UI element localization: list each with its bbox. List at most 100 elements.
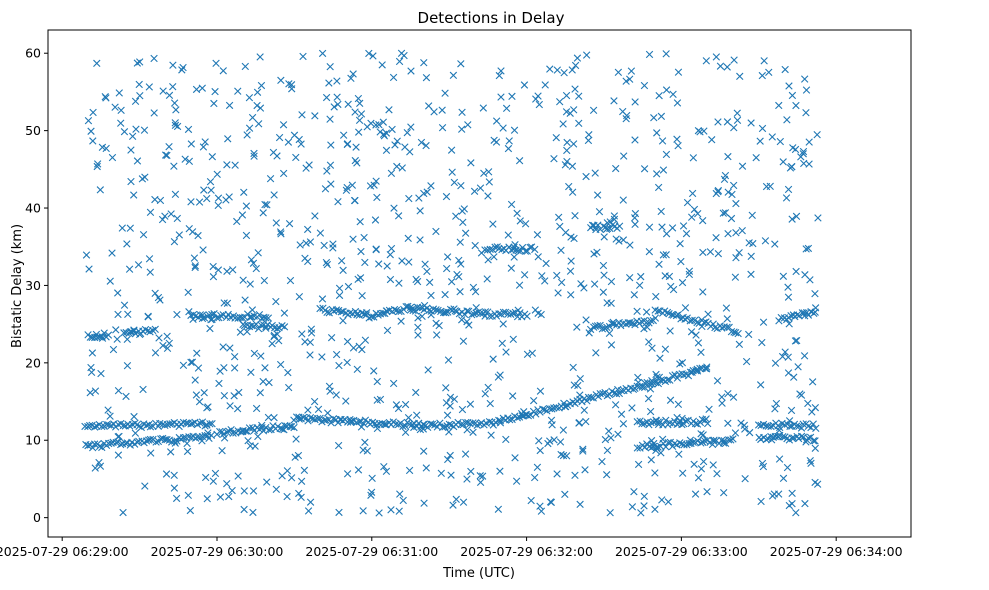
track-detection-marker <box>367 313 376 321</box>
track-detection-marker <box>642 319 651 327</box>
clutter-detection-marker <box>714 186 723 195</box>
clutter-detection-marker <box>383 262 391 270</box>
clutter-detection-marker <box>794 363 802 371</box>
clutter-detection-marker <box>635 281 644 290</box>
clutter-detection-marker <box>733 109 741 117</box>
clutter-detection-marker <box>244 436 252 445</box>
clutter-detection-marker <box>502 348 510 356</box>
clutter-detection-marker <box>389 379 398 388</box>
clutter-detection-marker <box>486 399 494 408</box>
clutter-detection-marker <box>589 106 598 114</box>
clutter-detection-marker <box>250 149 258 158</box>
clutter-detection-marker <box>788 91 797 100</box>
clutter-detection-marker <box>108 153 117 162</box>
clutter-detection-marker <box>619 196 627 204</box>
track-detection-marker <box>227 425 235 434</box>
clutter-detection-marker <box>406 148 414 156</box>
clutter-detection-marker <box>580 406 589 414</box>
clutter-detection-marker <box>162 470 171 478</box>
clutter-detection-marker <box>383 326 392 335</box>
clutter-detection-marker <box>653 373 661 381</box>
clutter-detection-marker <box>712 53 721 61</box>
clutter-detection-marker <box>283 492 291 501</box>
clutter-detection-marker <box>97 369 105 378</box>
clutter-detection-marker <box>761 237 770 245</box>
clutter-detection-marker <box>655 260 663 268</box>
clutter-detection-marker <box>570 234 578 243</box>
clutter-detection-marker <box>476 478 485 487</box>
clutter-detection-marker <box>518 412 526 420</box>
clutter-detection-marker <box>607 277 616 286</box>
clutter-detection-marker <box>354 94 363 103</box>
clutter-detection-marker <box>484 192 492 200</box>
clutter-detection-marker <box>730 56 738 64</box>
clutter-detection-marker <box>241 296 249 304</box>
clutter-detection-marker <box>442 264 451 273</box>
clutter-detection-marker <box>190 254 199 262</box>
track-detection-marker <box>495 310 503 318</box>
clutter-detection-marker <box>242 202 251 210</box>
clutter-detection-marker <box>480 169 488 178</box>
clutter-detection-marker <box>546 65 554 73</box>
clutter-detection-marker <box>652 446 660 455</box>
track-detection-marker <box>380 420 389 428</box>
clutter-detection-marker <box>718 393 726 401</box>
track-detection-marker <box>496 419 505 427</box>
clutter-detection-marker <box>368 474 376 483</box>
track-detection-marker <box>548 405 556 413</box>
track-detection-marker <box>91 423 99 431</box>
track-detection-marker <box>527 243 536 251</box>
clutter-detection-marker <box>485 178 493 186</box>
clutter-detection-marker <box>478 472 487 480</box>
clutter-detection-marker <box>527 496 535 505</box>
clutter-detection-marker <box>550 155 558 163</box>
track-detection-marker <box>599 389 607 398</box>
clutter-detection-marker <box>514 306 522 314</box>
track-detection-marker <box>509 245 518 254</box>
clutter-detection-marker <box>447 278 456 286</box>
clutter-detection-marker <box>507 200 516 209</box>
clutter-detection-marker <box>563 138 571 147</box>
clutter-detection-marker <box>252 264 260 273</box>
clutter-detection-marker <box>732 253 740 262</box>
clutter-detection-marker <box>225 193 233 201</box>
clutter-detection-marker <box>407 123 415 131</box>
track-detection-marker <box>523 312 531 320</box>
clutter-detection-marker <box>481 390 489 398</box>
clutter-detection-marker <box>438 106 446 114</box>
clutter-detection-marker <box>531 473 539 482</box>
clutter-detection-marker <box>187 358 195 367</box>
track-detection-marker <box>337 308 345 316</box>
clutter-detection-marker <box>186 506 195 515</box>
clutter-detection-marker <box>455 256 463 265</box>
clutter-detection-marker <box>561 490 569 499</box>
clutter-detection-marker <box>705 405 713 413</box>
track-detection-marker <box>159 434 167 443</box>
clutter-detection-marker <box>170 237 179 246</box>
x-axis-ticks: 2025-07-29 06:29:00 2025-07-29 06:30:00 20… <box>0 537 903 559</box>
clutter-detection-marker <box>805 160 813 168</box>
clutter-detection-marker <box>666 327 674 335</box>
clutter-detection-marker <box>520 408 528 416</box>
clutter-detection-marker <box>332 350 341 359</box>
clutter-detection-marker <box>678 359 687 367</box>
clutter-detection-marker <box>603 446 612 455</box>
clutter-detection-marker <box>339 131 348 139</box>
chart-title: Detections in Delay <box>418 9 565 27</box>
clutter-detection-marker <box>285 219 294 228</box>
clutter-detection-marker <box>187 140 196 148</box>
clutter-detection-marker <box>255 120 263 128</box>
track-detection-marker <box>119 421 128 430</box>
clutter-detection-marker <box>752 153 760 162</box>
clutter-detection-marker <box>132 125 140 133</box>
clutter-detection-marker <box>610 215 619 224</box>
clutter-detection-marker <box>416 207 424 215</box>
track-detection-marker <box>550 404 558 412</box>
clutter-detection-marker <box>568 162 577 170</box>
clutter-detection-marker <box>133 59 142 67</box>
clutter-detection-marker <box>306 498 315 506</box>
clutter-detection-marker <box>757 497 765 506</box>
clutter-detection-marker <box>576 500 584 509</box>
track-detection-marker <box>485 312 494 320</box>
track-detection-marker <box>683 440 691 449</box>
